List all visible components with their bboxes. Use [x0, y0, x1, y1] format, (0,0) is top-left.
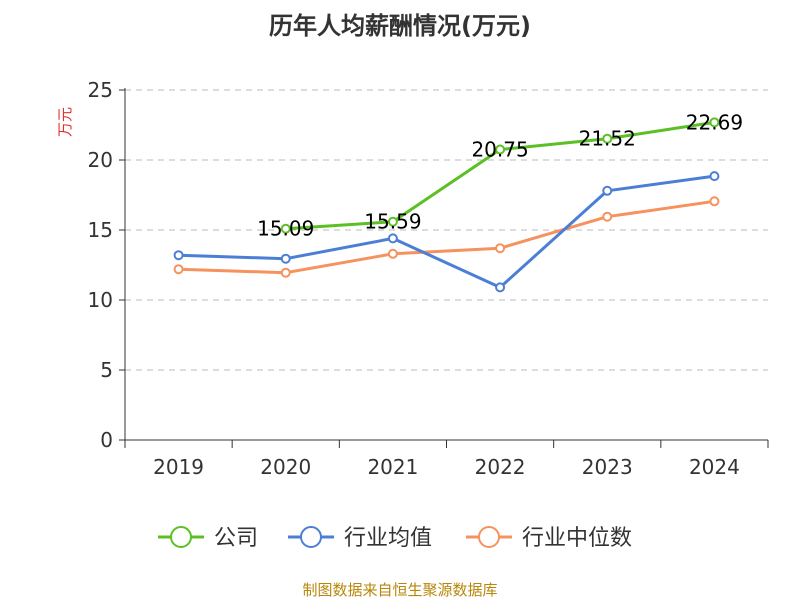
data-point — [495, 243, 506, 254]
data-label: 22.69 — [686, 110, 743, 134]
gridlines — [125, 89, 768, 371]
y-tick-label: 0 — [100, 428, 113, 452]
x-tick-label: 2024 — [689, 455, 740, 479]
series-lines — [173, 117, 720, 293]
y-tick-label: 10 — [88, 288, 113, 312]
data-label: 15.09 — [257, 217, 314, 241]
data-point — [280, 267, 291, 278]
data-point — [280, 223, 291, 234]
x-tick-label: 2021 — [367, 455, 418, 479]
x-tick-label: 2022 — [475, 455, 526, 479]
data-label: 21.52 — [579, 127, 636, 151]
data-point — [709, 117, 720, 128]
legend[interactable]: 公司 行业均值 行业中位数 — [158, 526, 632, 551]
legend-marker — [170, 526, 192, 548]
series-0 — [280, 117, 720, 234]
data-point — [387, 248, 398, 259]
data-point — [709, 171, 720, 182]
legend-marker — [300, 526, 322, 548]
data-point — [280, 253, 291, 264]
data-point — [495, 282, 506, 293]
data-point — [602, 211, 613, 222]
data-labels: 15.09 15.59 20.75 21.52 22.69 — [257, 110, 743, 240]
legend-marker — [478, 526, 500, 548]
legend-label: 公司 — [214, 526, 258, 551]
legend-label: 行业中位数 — [522, 526, 632, 551]
y-tick-label: 20 — [88, 148, 113, 172]
data-point — [173, 264, 184, 275]
legend-item-2[interactable]: 行业中位数 — [466, 526, 632, 551]
axes: 0 5 10 15 20 25 2019 2020 2021 2022 2023 2024 — [88, 78, 769, 479]
x-tick-label: 2020 — [260, 455, 311, 479]
source-note: 制图数据来自恒生聚源数据库 — [302, 581, 498, 599]
legend-item-1[interactable]: 行业均值 — [288, 526, 432, 551]
y-tick-label: 15 — [88, 218, 113, 242]
legend-item-0[interactable]: 公司 — [158, 526, 258, 551]
data-label: 20.75 — [471, 138, 528, 162]
data-point — [173, 250, 184, 261]
data-point — [387, 233, 398, 244]
chart-title: 历年人均薪酬情况(万元) — [269, 12, 531, 40]
series-1 — [173, 171, 720, 293]
data-point — [602, 133, 613, 144]
series-line — [178, 199, 715, 275]
x-tick-label: 2019 — [153, 455, 204, 479]
data-point — [387, 216, 398, 227]
data-point — [495, 144, 506, 155]
y-tick-label: 5 — [100, 358, 113, 382]
data-point — [602, 185, 613, 196]
data-point — [709, 196, 720, 207]
series-line — [178, 174, 715, 289]
x-tick-label: 2023 — [582, 455, 633, 479]
legend-label: 行业均值 — [344, 526, 432, 551]
y-axis-label: 万元 — [56, 107, 74, 137]
data-label: 15.59 — [364, 210, 421, 234]
series-2 — [173, 196, 720, 278]
y-tick-label: 25 — [88, 78, 113, 102]
